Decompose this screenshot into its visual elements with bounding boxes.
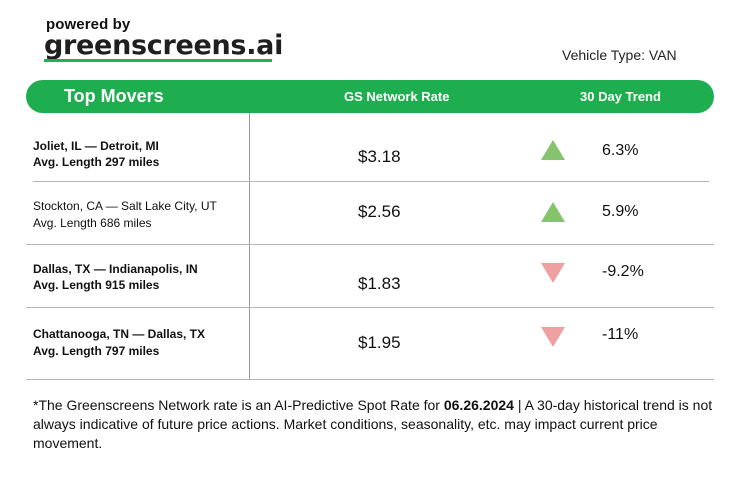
column-header-trend: 30 Day Trend: [580, 89, 661, 104]
rate-value: $3.18: [358, 147, 401, 166]
trend-value: -9.2%: [602, 263, 644, 280]
row-divider: [33, 181, 709, 182]
row-divider: [26, 379, 714, 380]
trend-down-icon: [541, 263, 565, 283]
trend-value: 6.3%: [602, 142, 639, 159]
column-header-rate: GS Network Rate: [344, 89, 450, 104]
lane-length: Avg. Length 915 miles: [33, 278, 160, 292]
table-header-bar: Top Movers GS Network Rate 30 Day Trend: [26, 80, 714, 113]
column-divider: [249, 113, 250, 379]
footnote-text-start: *The Greenscreens Network rate is an AI-…: [33, 397, 444, 413]
table-title: Top Movers: [64, 86, 164, 106]
vehicle-type-label: Vehicle Type: VAN: [562, 47, 677, 63]
trend-value: -11%: [602, 326, 639, 343]
trend-up-icon: [541, 140, 565, 160]
brand-underline: [44, 59, 272, 62]
lane-name: Dallas, TX — Indianapolis, IN: [33, 262, 198, 276]
rate-value: $2.56: [358, 202, 401, 221]
footnote-text-end: | A 30-day historical trend is not alway…: [33, 397, 713, 451]
lane-name: Stockton, CA — Salt Lake City, UT: [33, 199, 217, 213]
trend-value: 5.9%: [602, 203, 639, 220]
lane-length: Avg. Length 797 miles: [33, 344, 160, 358]
row-divider: [26, 244, 714, 245]
row-divider: [26, 307, 714, 308]
powered-by-label: powered by: [46, 16, 131, 33]
rate-value: $1.95: [358, 333, 401, 352]
lane-name: Joliet, IL — Detroit, MI: [33, 139, 159, 153]
trend-up-icon: [541, 202, 565, 222]
footnote-date: 06.26.2024: [443, 397, 514, 413]
footnote: *The Greenscreens Network rate is an AI-…: [33, 396, 723, 453]
brand-logo: greenscreens.ai: [44, 30, 284, 61]
trend-down-icon: [541, 327, 565, 347]
rate-value: $1.83: [358, 274, 401, 293]
lane-length: Avg. Length 297 miles: [33, 155, 160, 169]
lane-length: Avg. Length 686 miles: [33, 216, 152, 230]
lane-name: Chattanooga, TN — Dallas, TX: [33, 327, 206, 341]
